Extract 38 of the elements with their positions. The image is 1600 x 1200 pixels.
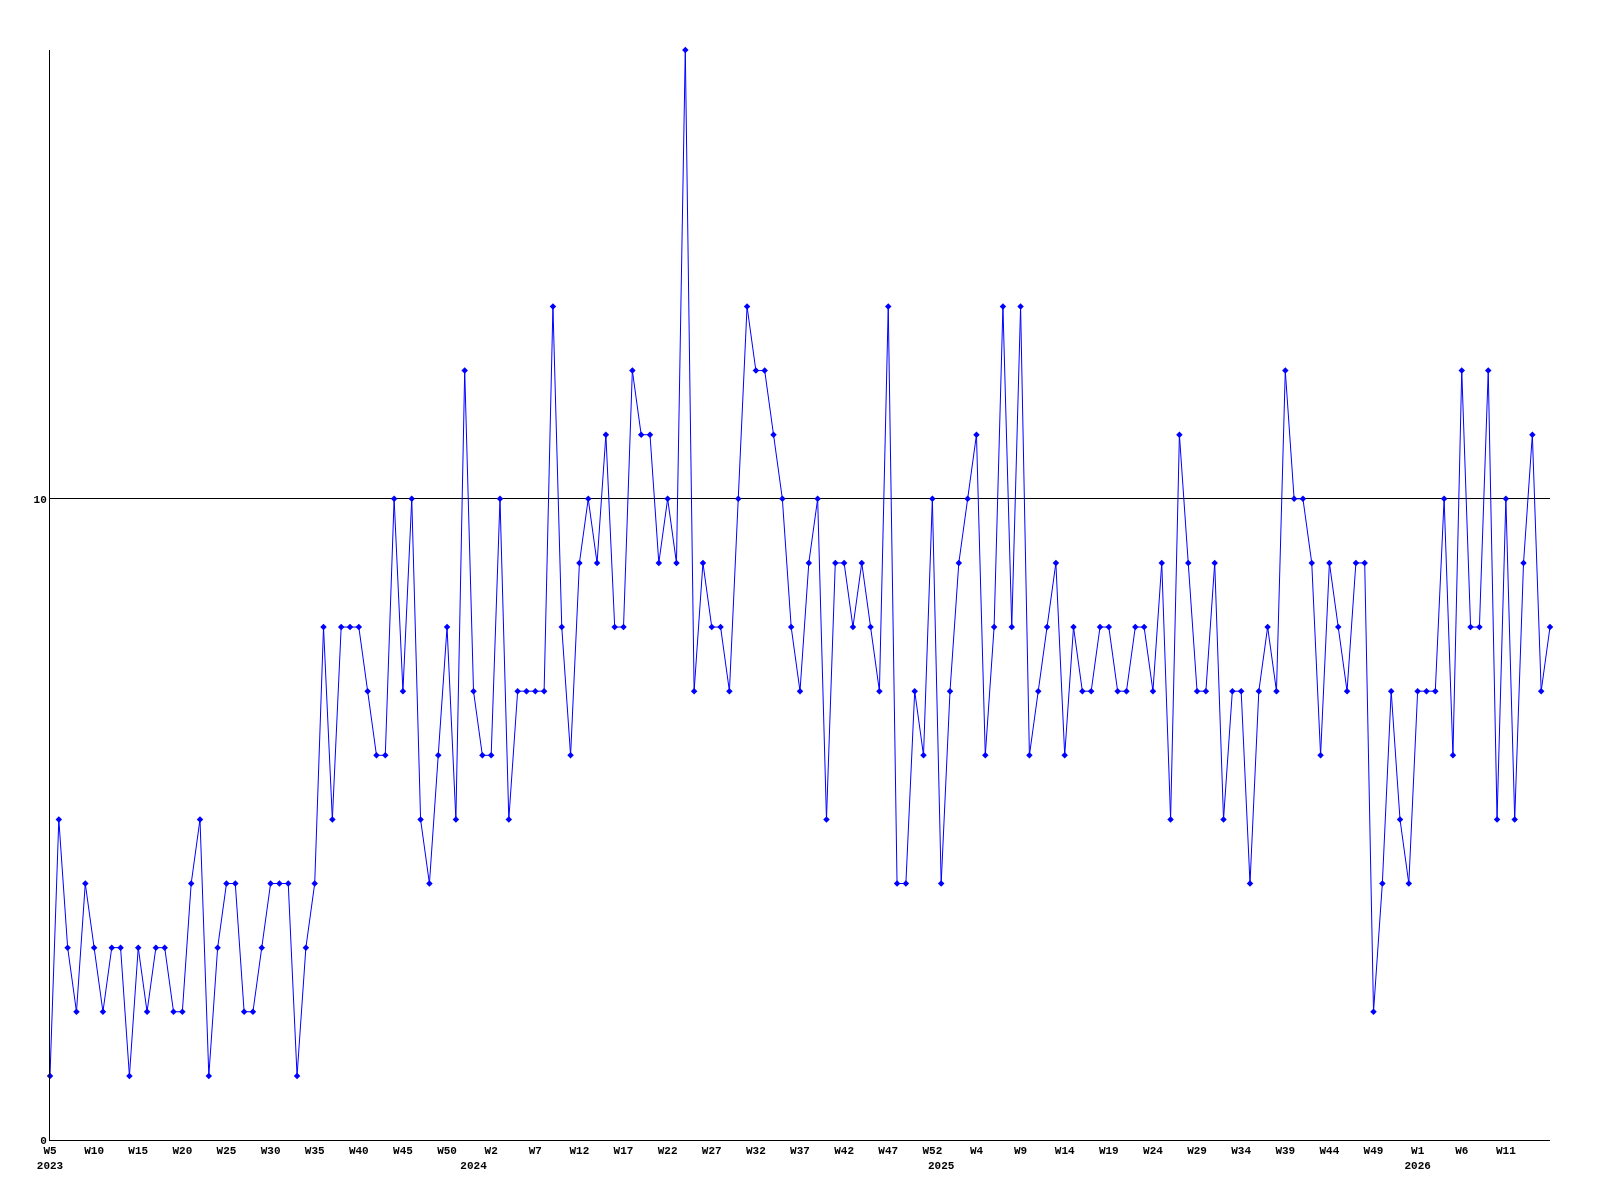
x-tick-label: W7 <box>528 1145 542 1158</box>
x-tick-label: W20 <box>172 1145 193 1158</box>
y-tick-label: 0 <box>40 1134 47 1147</box>
x-tick-label: W10 <box>84 1145 105 1158</box>
x-tick-label: W9 <box>1013 1145 1028 1158</box>
x-tick-label: W45 <box>393 1145 414 1158</box>
x-tick-label: 2025 <box>927 1159 955 1172</box>
x-tick-label: W47 <box>878 1145 899 1158</box>
x-tick-label: 2024 <box>460 1159 488 1172</box>
x-tick-label: W19 <box>1098 1145 1119 1158</box>
x-tick-label: W5 2023 <box>36 1145 64 1172</box>
x-tick-label: W14 <box>1054 1145 1076 1158</box>
x-tick-label: W32 <box>745 1145 766 1158</box>
x-tick-label: W50 <box>437 1145 457 1158</box>
x-tick-label: W37 <box>790 1145 810 1158</box>
x-tick-label: W1 2026 <box>1404 1145 1431 1172</box>
x-tick-label: W12 <box>569 1145 590 1158</box>
x-tick-label: W52 <box>922 1145 943 1158</box>
x-tick-label: W30 <box>260 1145 281 1158</box>
x-tick-label: W39 <box>1275 1145 1296 1158</box>
x-tick-label: W22 <box>657 1145 678 1158</box>
x-tick-label: W42 <box>834 1145 855 1158</box>
x-tick-label: W11 <box>1495 1145 1517 1158</box>
x-tick-label: W15 <box>128 1145 149 1158</box>
x-tick-label: W44 <box>1319 1145 1340 1158</box>
y-tick-label: 10 <box>33 493 47 506</box>
x-tick-label: W49 <box>1363 1145 1384 1158</box>
x-tick-label: W17 <box>613 1145 634 1158</box>
x-tick-label: W2 <box>484 1145 498 1158</box>
x-tick-label: W35 <box>304 1145 326 1158</box>
x-tick-label: W24 <box>1143 1145 1164 1158</box>
x-tick-label: W27 <box>701 1145 722 1158</box>
x-tick-label: W4 <box>969 1145 984 1158</box>
x-tick-label: W40 <box>348 1145 369 1158</box>
x-tick-label: W29 <box>1187 1145 1207 1158</box>
x-tick-label: W34 <box>1231 1145 1252 1158</box>
x-tick-label: W25 <box>216 1145 237 1158</box>
x-tick-label: W6 <box>1455 1145 1469 1158</box>
